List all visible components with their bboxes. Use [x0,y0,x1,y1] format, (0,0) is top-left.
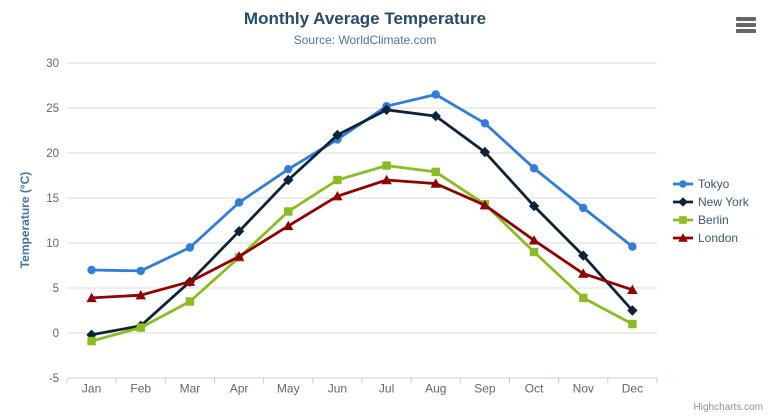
legend-label: Berlin [698,212,729,227]
legend-item-new-york[interactable]: New York [672,193,749,210]
y-tick-label: 30 [46,58,59,70]
data-point-marker[interactable] [184,276,196,286]
data-point-marker[interactable] [678,196,688,207]
data-point-marker[interactable] [579,293,588,303]
y-tick-label: 10 [46,238,59,250]
data-point-marker[interactable] [627,305,638,316]
data-point-marker[interactable] [87,336,96,346]
data-point-marker[interactable] [431,167,440,177]
legend-label: London [698,230,739,245]
legend-item-london[interactable]: London [672,229,749,246]
data-point-marker[interactable] [430,110,441,122]
y-tick-label: 20 [46,148,59,160]
data-point-marker[interactable] [430,178,441,188]
data-point-marker[interactable] [332,191,343,201]
data-point-marker[interactable] [479,200,491,210]
tokyo-series-icon [673,179,693,188]
data-point-marker[interactable] [628,242,637,251]
series-london[interactable] [86,174,638,303]
data-point-marker[interactable] [283,174,294,186]
legend: Tokyo New York Berlin London [672,175,749,246]
x-tick-label: Sep [474,382,496,396]
data-point-marker[interactable] [234,198,244,207]
legend-item-berlin[interactable]: Berlin [672,211,749,228]
series-line-berlin[interactable] [90,164,634,343]
x-tick-label: Jul [379,382,394,396]
data-point-marker[interactable] [678,232,688,242]
y-tick-label: 0 [53,328,59,340]
data-point-marker[interactable] [136,323,145,332]
export-menu-button[interactable] [735,14,759,36]
data-point-marker[interactable] [136,266,145,276]
data-point-marker[interactable] [679,179,687,188]
data-point-marker[interactable] [528,200,540,212]
data-point-marker[interactable] [86,292,97,303]
series-line-london[interactable] [90,178,634,300]
london-series-icon [673,232,693,242]
data-point-marker[interactable] [431,90,440,99]
x-tick-label: Nov [573,382,594,396]
data-point-marker[interactable] [479,146,491,158]
data-point-marker[interactable] [185,243,195,252]
data-point-marker[interactable] [381,104,392,115]
x-tick-label: Feb [130,382,151,396]
data-point-marker[interactable] [480,119,490,128]
highcharts-credits-link[interactable]: Highcharts.com [693,402,763,413]
data-point-marker[interactable] [185,297,195,306]
series-tokyo[interactable] [87,90,637,276]
x-tick-label: Dec [622,382,643,396]
new-york-series-icon [673,196,693,207]
data-point-marker[interactable] [529,247,539,257]
data-point-marker[interactable] [382,161,391,170]
chart-title: Monthly Average Temperature [243,9,487,28]
data-point-marker[interactable] [529,164,539,173]
y-tick-label: 5 [53,283,59,295]
data-point-marker[interactable] [284,207,293,216]
legend-label: Tokyo [698,176,730,191]
x-tick-label: Jan [82,382,101,396]
legend-label: New York [698,194,749,209]
x-tick-label: May [277,382,300,396]
data-point-marker[interactable] [628,319,637,329]
y-tick-label: -5 [49,373,59,385]
chart-subtitle: Source: WorldClimate.com [293,33,437,47]
x-tick-label: Oct [525,382,544,396]
series-new-york[interactable] [86,104,638,340]
x-tick-label: Mar [180,382,201,396]
y-tick-label: 15 [46,193,59,205]
data-point-marker[interactable] [233,251,245,261]
data-point-marker[interactable] [87,265,96,275]
hamburger-icon [736,17,756,21]
y-tick-label: 25 [46,103,59,115]
data-point-marker[interactable] [332,129,343,141]
data-point-marker[interactable] [284,165,293,174]
data-point-marker[interactable] [679,215,687,224]
x-tick-label: Aug [425,382,446,396]
hamburger-icon [736,29,756,33]
data-point-marker[interactable] [283,220,294,231]
legend-item-tokyo[interactable]: Tokyo [672,175,749,192]
hamburger-icon [736,23,756,27]
y-axis-title: Temperature (°C) [18,171,32,269]
data-point-marker[interactable] [381,174,392,185]
data-point-marker[interactable] [135,290,146,300]
x-tick-label: Apr [230,382,249,396]
data-point-marker[interactable] [578,268,589,278]
data-point-marker[interactable] [579,203,588,213]
data-point-marker[interactable] [233,226,245,237]
berlin-series-icon [673,215,693,224]
data-point-marker[interactable] [627,284,638,294]
data-point-marker[interactable] [578,250,589,261]
x-tick-label: Jun [328,382,347,396]
data-point-marker[interactable] [333,175,342,185]
data-point-marker[interactable] [528,235,540,245]
series-line-new-york[interactable] [90,108,634,337]
